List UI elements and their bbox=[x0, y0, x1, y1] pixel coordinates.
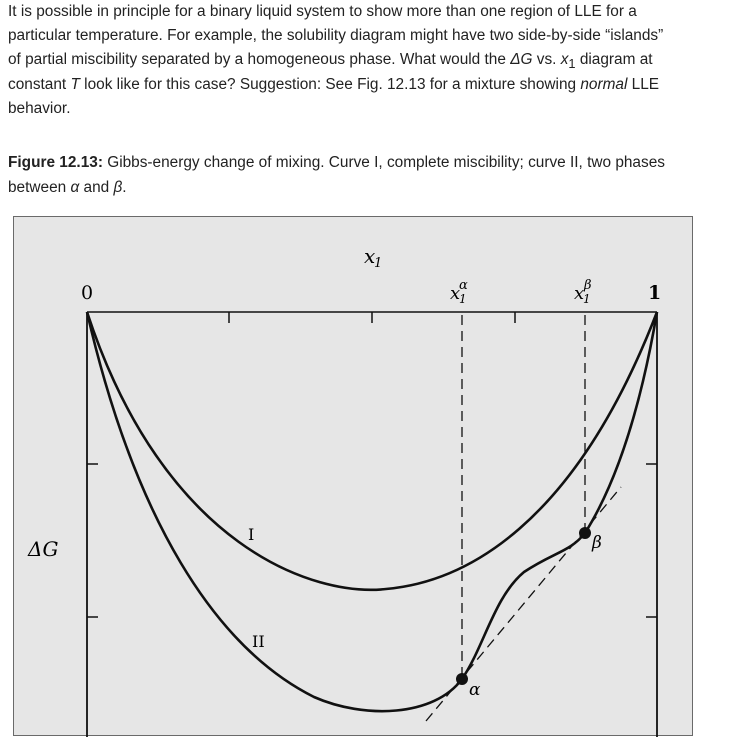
gibbs-energy-figure: x 1 0 1 x 1 α x 1 β bbox=[13, 216, 693, 737]
temperature-symbol: T bbox=[70, 75, 80, 93]
caption-line-1: Figure 12.13: Gibbs-energy change of mix… bbox=[8, 151, 748, 176]
x-alpha-superscript: α bbox=[459, 278, 468, 293]
tick-label-one: 1 bbox=[648, 282, 661, 304]
y-axis-label: ΔG bbox=[27, 537, 58, 561]
problem-text-segment: LLE bbox=[627, 75, 660, 93]
caption-text: . bbox=[122, 178, 127, 196]
x-beta-subscript: 1 bbox=[583, 292, 591, 306]
x-beta-label: x bbox=[574, 283, 584, 304]
problem-line-1: It is possible in principle for a binary… bbox=[8, 3, 637, 20]
curve-ii-label: II bbox=[252, 632, 265, 651]
problem-line-4: constant T look like for this case? Sugg… bbox=[8, 73, 748, 97]
caption-label: Figure 12.13: bbox=[8, 154, 103, 171]
x-beta-superscript: β bbox=[583, 278, 592, 293]
x-axis-label-subscript: 1 bbox=[374, 256, 382, 271]
beta-point-label: β bbox=[591, 533, 602, 553]
caption-text: Gibbs-energy change of mixing. Curve I, … bbox=[102, 154, 665, 171]
figure-caption: Figure 12.13: Gibbs-energy change of mix… bbox=[8, 151, 748, 200]
problem-line-2: particular temperature. For example, the… bbox=[8, 27, 664, 45]
problem-line-3: of partial miscibility separated by a ho… bbox=[8, 48, 748, 72]
x-alpha-subscript: 1 bbox=[459, 292, 467, 306]
beta-symbol: β bbox=[113, 178, 123, 196]
x-alpha-label: x bbox=[450, 283, 460, 304]
problem-text-segment: of partial miscibility separated by a ho… bbox=[8, 51, 511, 69]
x-subscript: 1 bbox=[568, 56, 576, 72]
caption-text: between bbox=[8, 178, 71, 196]
curve-i-label: I bbox=[248, 525, 254, 544]
delta-g-symbol: ΔG bbox=[510, 51, 533, 69]
normal-emphasis: normal bbox=[580, 75, 628, 93]
problem-text-segment: diagram at bbox=[575, 51, 653, 69]
x-symbol: x bbox=[560, 51, 569, 69]
caption-text: and bbox=[79, 178, 114, 196]
tick-label-zero: 0 bbox=[81, 282, 93, 304]
problem-text-segment: look like for this case? Suggestion: See… bbox=[79, 75, 581, 93]
problem-text-segment: constant bbox=[8, 75, 71, 93]
beta-tangent-point bbox=[579, 527, 591, 539]
alpha-symbol: α bbox=[70, 178, 80, 196]
problem-line-5: behavior. bbox=[8, 99, 71, 117]
curve-i bbox=[85, 311, 659, 592]
gibbs-energy-diagram: x 1 0 1 x 1 α x 1 β bbox=[27, 244, 661, 737]
x-axis-label: x bbox=[364, 244, 375, 268]
alpha-point-label: α bbox=[469, 680, 481, 700]
problem-text-segment: vs. bbox=[532, 51, 561, 69]
alpha-tangent-point bbox=[456, 673, 468, 685]
curve-ii bbox=[85, 311, 659, 713]
caption-line-2: between α and β. bbox=[8, 176, 748, 201]
problem-statement: It is possible in principle for a binary… bbox=[8, 0, 748, 121]
